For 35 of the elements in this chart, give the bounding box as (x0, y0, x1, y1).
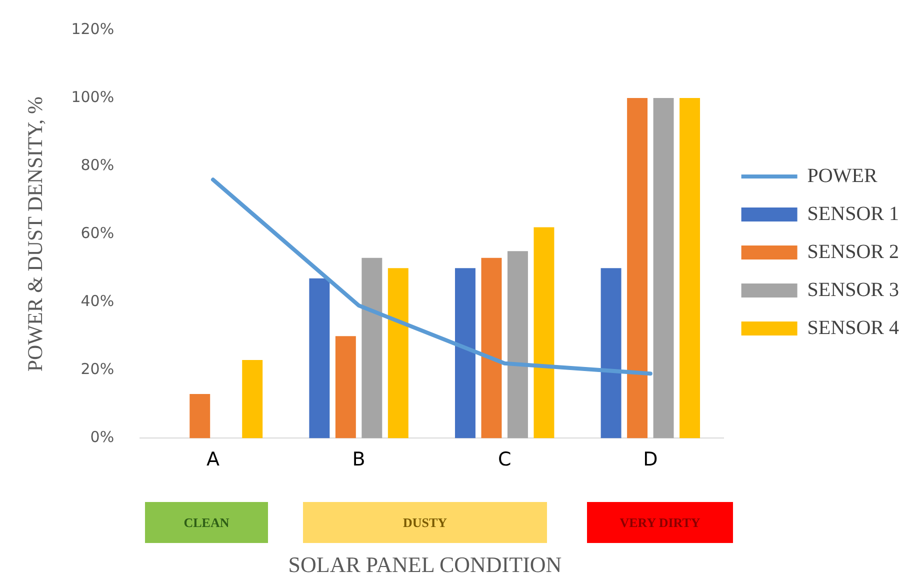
bar (600, 268, 622, 438)
y-tick-label: 60% (80, 224, 114, 242)
bar (507, 251, 528, 438)
bar (481, 258, 502, 438)
bar (242, 360, 263, 438)
legend-label: SENSOR 1 (807, 202, 900, 225)
legend-label: SENSOR 2 (807, 240, 900, 263)
x-tick-label: A (206, 448, 220, 471)
y-tick-label: 120% (71, 20, 114, 38)
text: DUSTY (303, 502, 547, 543)
y-tick-label: 80% (80, 156, 114, 174)
bar (335, 336, 356, 438)
y-axis-title: POWER & DUST DENSITY, % (23, 96, 48, 372)
bar (653, 98, 674, 438)
text: VERY DIRTY (587, 502, 733, 543)
y-tick-label: 20% (80, 360, 114, 378)
y-tick-label: 40% (80, 292, 114, 310)
bar (190, 394, 210, 438)
x-tick-label: C (498, 448, 512, 471)
x-tick-label: B (352, 448, 366, 471)
y-tick-label: 0% (90, 428, 114, 446)
bar (534, 227, 554, 438)
bar (680, 98, 700, 438)
bar (627, 98, 648, 438)
legend-label: SENSOR 3 (807, 278, 900, 301)
bar (454, 268, 476, 438)
x-axis-title: SOLAR PANEL CONDITION (287, 552, 563, 578)
legend-label: POWER (807, 164, 878, 187)
y-tick-label: 100% (71, 88, 114, 106)
bar (362, 258, 382, 438)
text: CLEAN (145, 502, 268, 543)
bar (309, 278, 330, 438)
x-tick-label: D (643, 448, 658, 471)
legend-label: SENSOR 4 (807, 316, 900, 339)
bar (388, 268, 408, 438)
